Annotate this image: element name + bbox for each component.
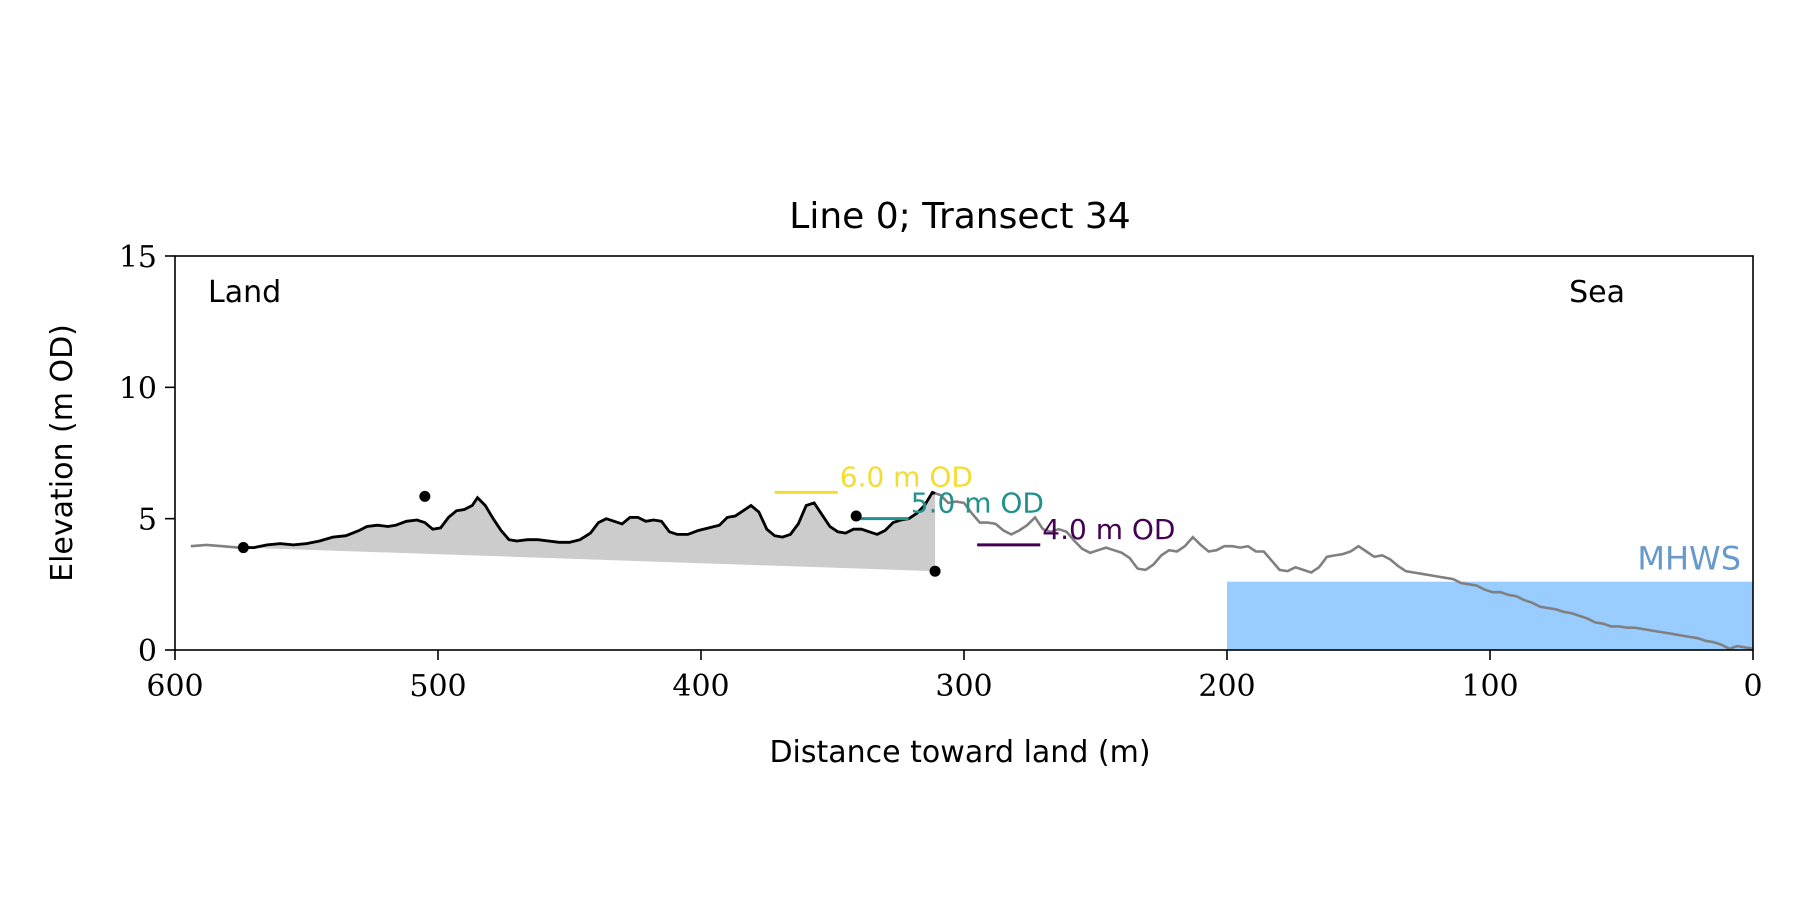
mhws-label: MHWS bbox=[1637, 540, 1741, 578]
y-tick-label-3: 15 bbox=[119, 240, 157, 275]
x-tick-label-1: 500 bbox=[409, 669, 466, 704]
y-axis-ticks: 0 5 10 15 bbox=[119, 240, 175, 669]
land-label: Land bbox=[208, 275, 281, 310]
level-label-2: 4.0 m OD bbox=[1042, 513, 1175, 546]
x-tick-label-4: 200 bbox=[1198, 669, 1255, 704]
y-tick-label-0: 0 bbox=[138, 634, 157, 669]
profile-marker-0 bbox=[237, 542, 249, 554]
elevation-level-labels: 6.0 m OD5.0 m OD4.0 m OD bbox=[840, 460, 1176, 546]
x-tick-label-2: 400 bbox=[672, 669, 729, 704]
mhws-band bbox=[1227, 581, 1753, 650]
sea-label: Sea bbox=[1569, 275, 1625, 310]
x-axis-ticks: 600 500 400 300 200 100 0 bbox=[146, 650, 1763, 704]
elevation-levels bbox=[774, 490, 1041, 547]
y-tick-label-2: 10 bbox=[119, 371, 157, 406]
profile-marker-1 bbox=[419, 490, 431, 502]
profile-marker-3 bbox=[929, 565, 941, 577]
y-tick-label-1: 5 bbox=[138, 503, 157, 538]
dune-profile-line bbox=[243, 490, 936, 549]
x-tick-label-5: 100 bbox=[1461, 669, 1518, 704]
x-axis-title: Distance toward land (m) bbox=[769, 735, 1150, 770]
profile-markers bbox=[237, 490, 941, 577]
x-tick-label-6: 0 bbox=[1743, 669, 1762, 704]
profile-marker-2 bbox=[850, 510, 862, 522]
dune-fill-area bbox=[243, 492, 936, 572]
level-label-1: 5.0 m OD bbox=[911, 487, 1044, 520]
y-axis-title: Elevation (m OD) bbox=[45, 324, 80, 582]
x-tick-label-0: 600 bbox=[146, 669, 203, 704]
x-tick-label-3: 300 bbox=[935, 669, 992, 704]
plot-area bbox=[190, 490, 1753, 650]
chart-title: Line 0; Transect 34 bbox=[789, 196, 1130, 237]
level-label-0: 6.0 m OD bbox=[840, 460, 973, 493]
